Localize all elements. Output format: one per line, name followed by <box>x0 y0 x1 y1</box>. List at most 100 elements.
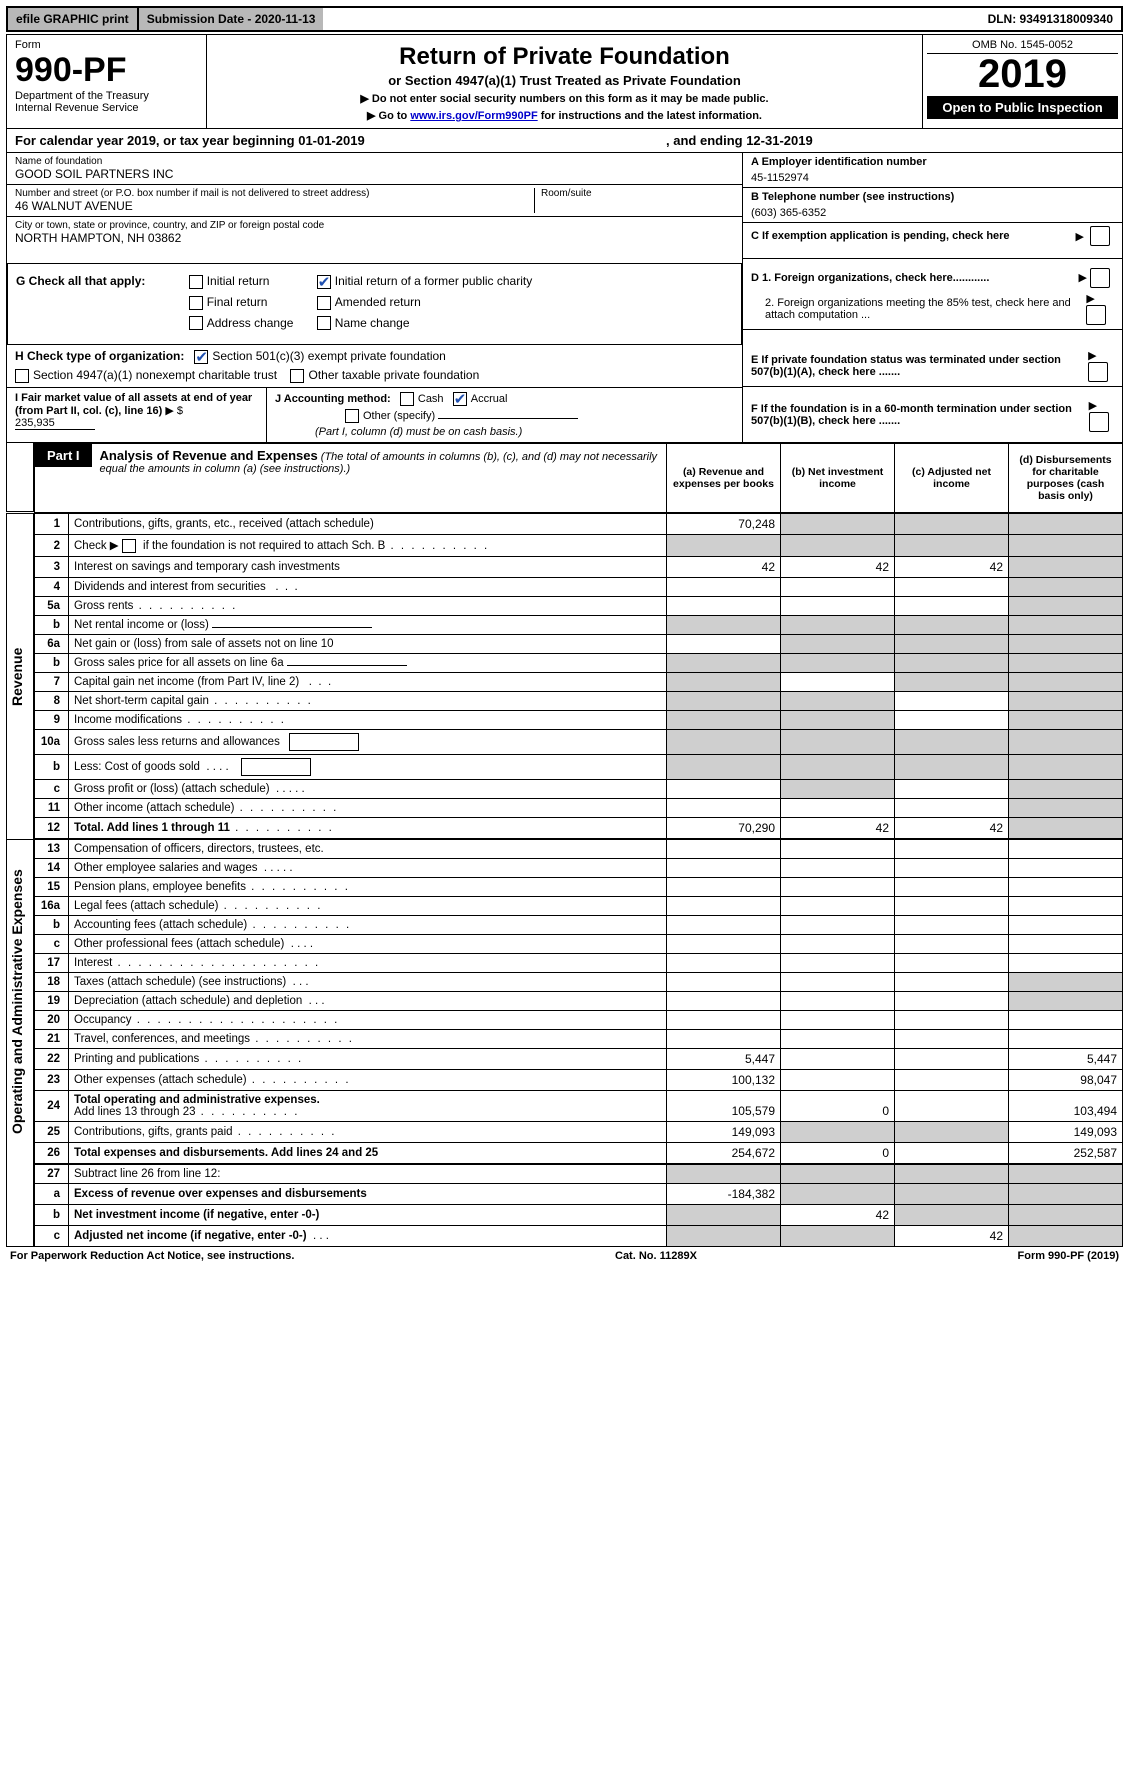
calendar-year-row: For calendar year 2019, or tax year begi… <box>6 129 1123 153</box>
lbl-501c3: Section 501(c)(3) exempt private foundat… <box>212 349 445 363</box>
r6b-d: Gross sales price for all assets on line… <box>74 657 284 669</box>
lbl-other-acct: Other (specify) <box>363 410 435 422</box>
city-label: City or town, state or province, country… <box>15 220 734 231</box>
cb-cash[interactable] <box>400 392 414 406</box>
h-row: H Check type of organization: Section 50… <box>7 345 742 388</box>
row-27b: bNet investment income (if negative, ent… <box>35 1205 1123 1226</box>
d1-label: D 1. Foreign organizations, check here..… <box>751 272 989 284</box>
expenses-section: Operating and Administrative Expenses 13… <box>6 839 1123 1164</box>
row-19: 19Depreciation (attach schedule) and dep… <box>35 992 1123 1011</box>
dln-number: DLN: 93491318009340 <box>980 8 1121 30</box>
form-note2: ▶ Go to www.irs.gov/Form990PF for instru… <box>217 109 912 122</box>
city-cell: City or town, state or province, country… <box>7 217 742 264</box>
cb-501c3[interactable] <box>194 350 208 364</box>
f-checkbox[interactable] <box>1089 412 1109 432</box>
ein-label: A Employer identification number <box>751 156 1114 168</box>
phone-cell: B Telephone number (see instructions) (6… <box>743 188 1122 223</box>
page-footer: For Paperwork Reduction Act Notice, see … <box>6 1247 1123 1265</box>
cb-namechg[interactable] <box>317 316 331 330</box>
row-10b: bLess: Cost of goods sold . . . . <box>35 755 1123 780</box>
cb-addrchg[interactable] <box>189 316 203 330</box>
f-row: F If the foundation is in a 60-month ter… <box>743 388 1122 443</box>
foundation-name: GOOD SOIL PARTNERS INC <box>15 167 734 181</box>
ein-value: 45-1152974 <box>751 168 1114 184</box>
room-label: Room/suite <box>541 188 734 199</box>
irs-label: Internal Revenue Service <box>15 102 198 114</box>
col-c-header: (c) Adjusted net income <box>895 444 1009 513</box>
row-16c: cOther professional fees (attach schedul… <box>35 935 1123 954</box>
row-3: 3Interest on savings and temporary cash … <box>35 557 1123 578</box>
row-27: 27Subtract line 26 from line 12: <box>35 1165 1123 1184</box>
r17-d: Interest <box>74 957 112 969</box>
row-4: 4Dividends and interest from securities … <box>35 578 1123 597</box>
form-subtitle: or Section 4947(a)(1) Trust Treated as P… <box>217 73 912 88</box>
line27-table: 27Subtract line 26 from line 12: aExcess… <box>34 1164 1123 1247</box>
d2-label: 2. Foreign organizations meeting the 85%… <box>751 297 1086 321</box>
form-title: Return of Private Foundation <box>217 43 912 71</box>
i-arrow: ▶ $ <box>165 405 183 417</box>
section-g-d: G Check all that apply: Initial return F… <box>6 264 1123 345</box>
row-7: 7Capital gain net income (from Part IV, … <box>35 673 1123 692</box>
cb-amended[interactable] <box>317 296 331 310</box>
cb-initial[interactable] <box>189 275 203 289</box>
col-b-header: (b) Net investment income <box>781 444 895 513</box>
row-14: 14Other employee salaries and wages . . … <box>35 859 1123 878</box>
j-row: J Accounting method: Cash Accrual Other … <box>267 388 742 443</box>
row-20: 20Occupancy <box>35 1011 1123 1030</box>
cb-other-acct[interactable] <box>345 409 359 423</box>
e-row: E If private foundation status was termi… <box>743 345 1122 387</box>
cb-accrual[interactable] <box>453 392 467 406</box>
efile-label[interactable]: efile GRAPHIC print <box>8 8 137 30</box>
row-6b: bGross sales price for all assets on lin… <box>35 654 1123 673</box>
row-12: 12Total. Add lines 1 through 1170,290424… <box>35 818 1123 839</box>
e-checkbox[interactable] <box>1088 362 1108 382</box>
foundation-info: Name of foundation GOOD SOIL PARTNERS IN… <box>6 153 1123 264</box>
street-address: 46 WALNUT AVENUE <box>15 199 534 213</box>
col-d-header: (d) Disbursements for charitable purpose… <box>1009 444 1123 513</box>
r7-d: Capital gain net income (from Part IV, l… <box>74 676 299 688</box>
row-5b: bNet rental income or (loss) <box>35 616 1123 635</box>
r16a-d: Legal fees (attach schedule) <box>74 900 218 912</box>
other-specify-line[interactable] <box>438 418 578 419</box>
d-row: D 1. Foreign organizations, check here..… <box>743 264 1122 330</box>
cy-left: For calendar year 2019, or tax year begi… <box>15 133 365 148</box>
d2-checkbox[interactable] <box>1086 305 1106 325</box>
c-checkbox[interactable] <box>1090 226 1110 246</box>
row-22: 22Printing and publications5,4475,447 <box>35 1049 1123 1070</box>
form-link[interactable]: www.irs.gov/Form990PF <box>410 110 537 122</box>
lbl-addrchg: Address change <box>207 316 294 330</box>
row-24: 24Total operating and administrative exp… <box>35 1091 1123 1122</box>
r19-d: Depreciation (attach schedule) and deple… <box>74 995 302 1007</box>
cb-schb[interactable] <box>122 539 136 553</box>
r10a-box <box>289 733 359 751</box>
cb-other-tax[interactable] <box>290 369 304 383</box>
r27a-d: Excess of revenue over expenses and disb… <box>74 1188 367 1200</box>
expenses-vlabel: Operating and Administrative Expenses <box>6 839 34 1164</box>
r4-d: Dividends and interest from securities <box>74 581 266 593</box>
section-h-e: H Check type of organization: Section 50… <box>6 345 1123 388</box>
cb-final[interactable] <box>189 296 203 310</box>
cb-initial-former[interactable] <box>317 275 331 289</box>
form-header: Form 990-PF Department of the Treasury I… <box>6 34 1123 129</box>
phone-label: B Telephone number (see instructions) <box>751 191 1114 203</box>
ein-cell: A Employer identification number 45-1152… <box>743 153 1122 188</box>
row-27a: aExcess of revenue over expenses and dis… <box>35 1184 1123 1205</box>
vertical-labels <box>6 443 34 513</box>
r24-d: Total operating and administrative expen… <box>74 1094 320 1106</box>
i-label: I Fair market value of all assets at end… <box>15 392 252 417</box>
vcol-spacer-top <box>6 443 34 512</box>
r22-d: Printing and publications <box>74 1053 199 1065</box>
expenses-table: 13Compensation of officers, directors, t… <box>34 839 1123 1164</box>
row-8: 8Net short-term capital gain <box>35 692 1123 711</box>
lbl-amended: Amended return <box>335 295 421 309</box>
r6b-line <box>287 665 407 666</box>
city-state-zip: NORTH HAMPTON, NH 03862 <box>15 231 734 245</box>
g-label: G Check all that apply: <box>16 274 145 288</box>
cb-4947[interactable] <box>15 369 29 383</box>
d1-checkbox[interactable] <box>1090 268 1110 288</box>
j-label: J Accounting method: <box>275 393 391 405</box>
addr-label: Number and street (or P.O. box number if… <box>15 188 534 199</box>
part1-desc: Analysis of Revenue and Expenses (The to… <box>92 444 666 512</box>
topbar-spacer <box>323 8 979 30</box>
lbl-other-tax: Other taxable private foundation <box>308 368 479 382</box>
